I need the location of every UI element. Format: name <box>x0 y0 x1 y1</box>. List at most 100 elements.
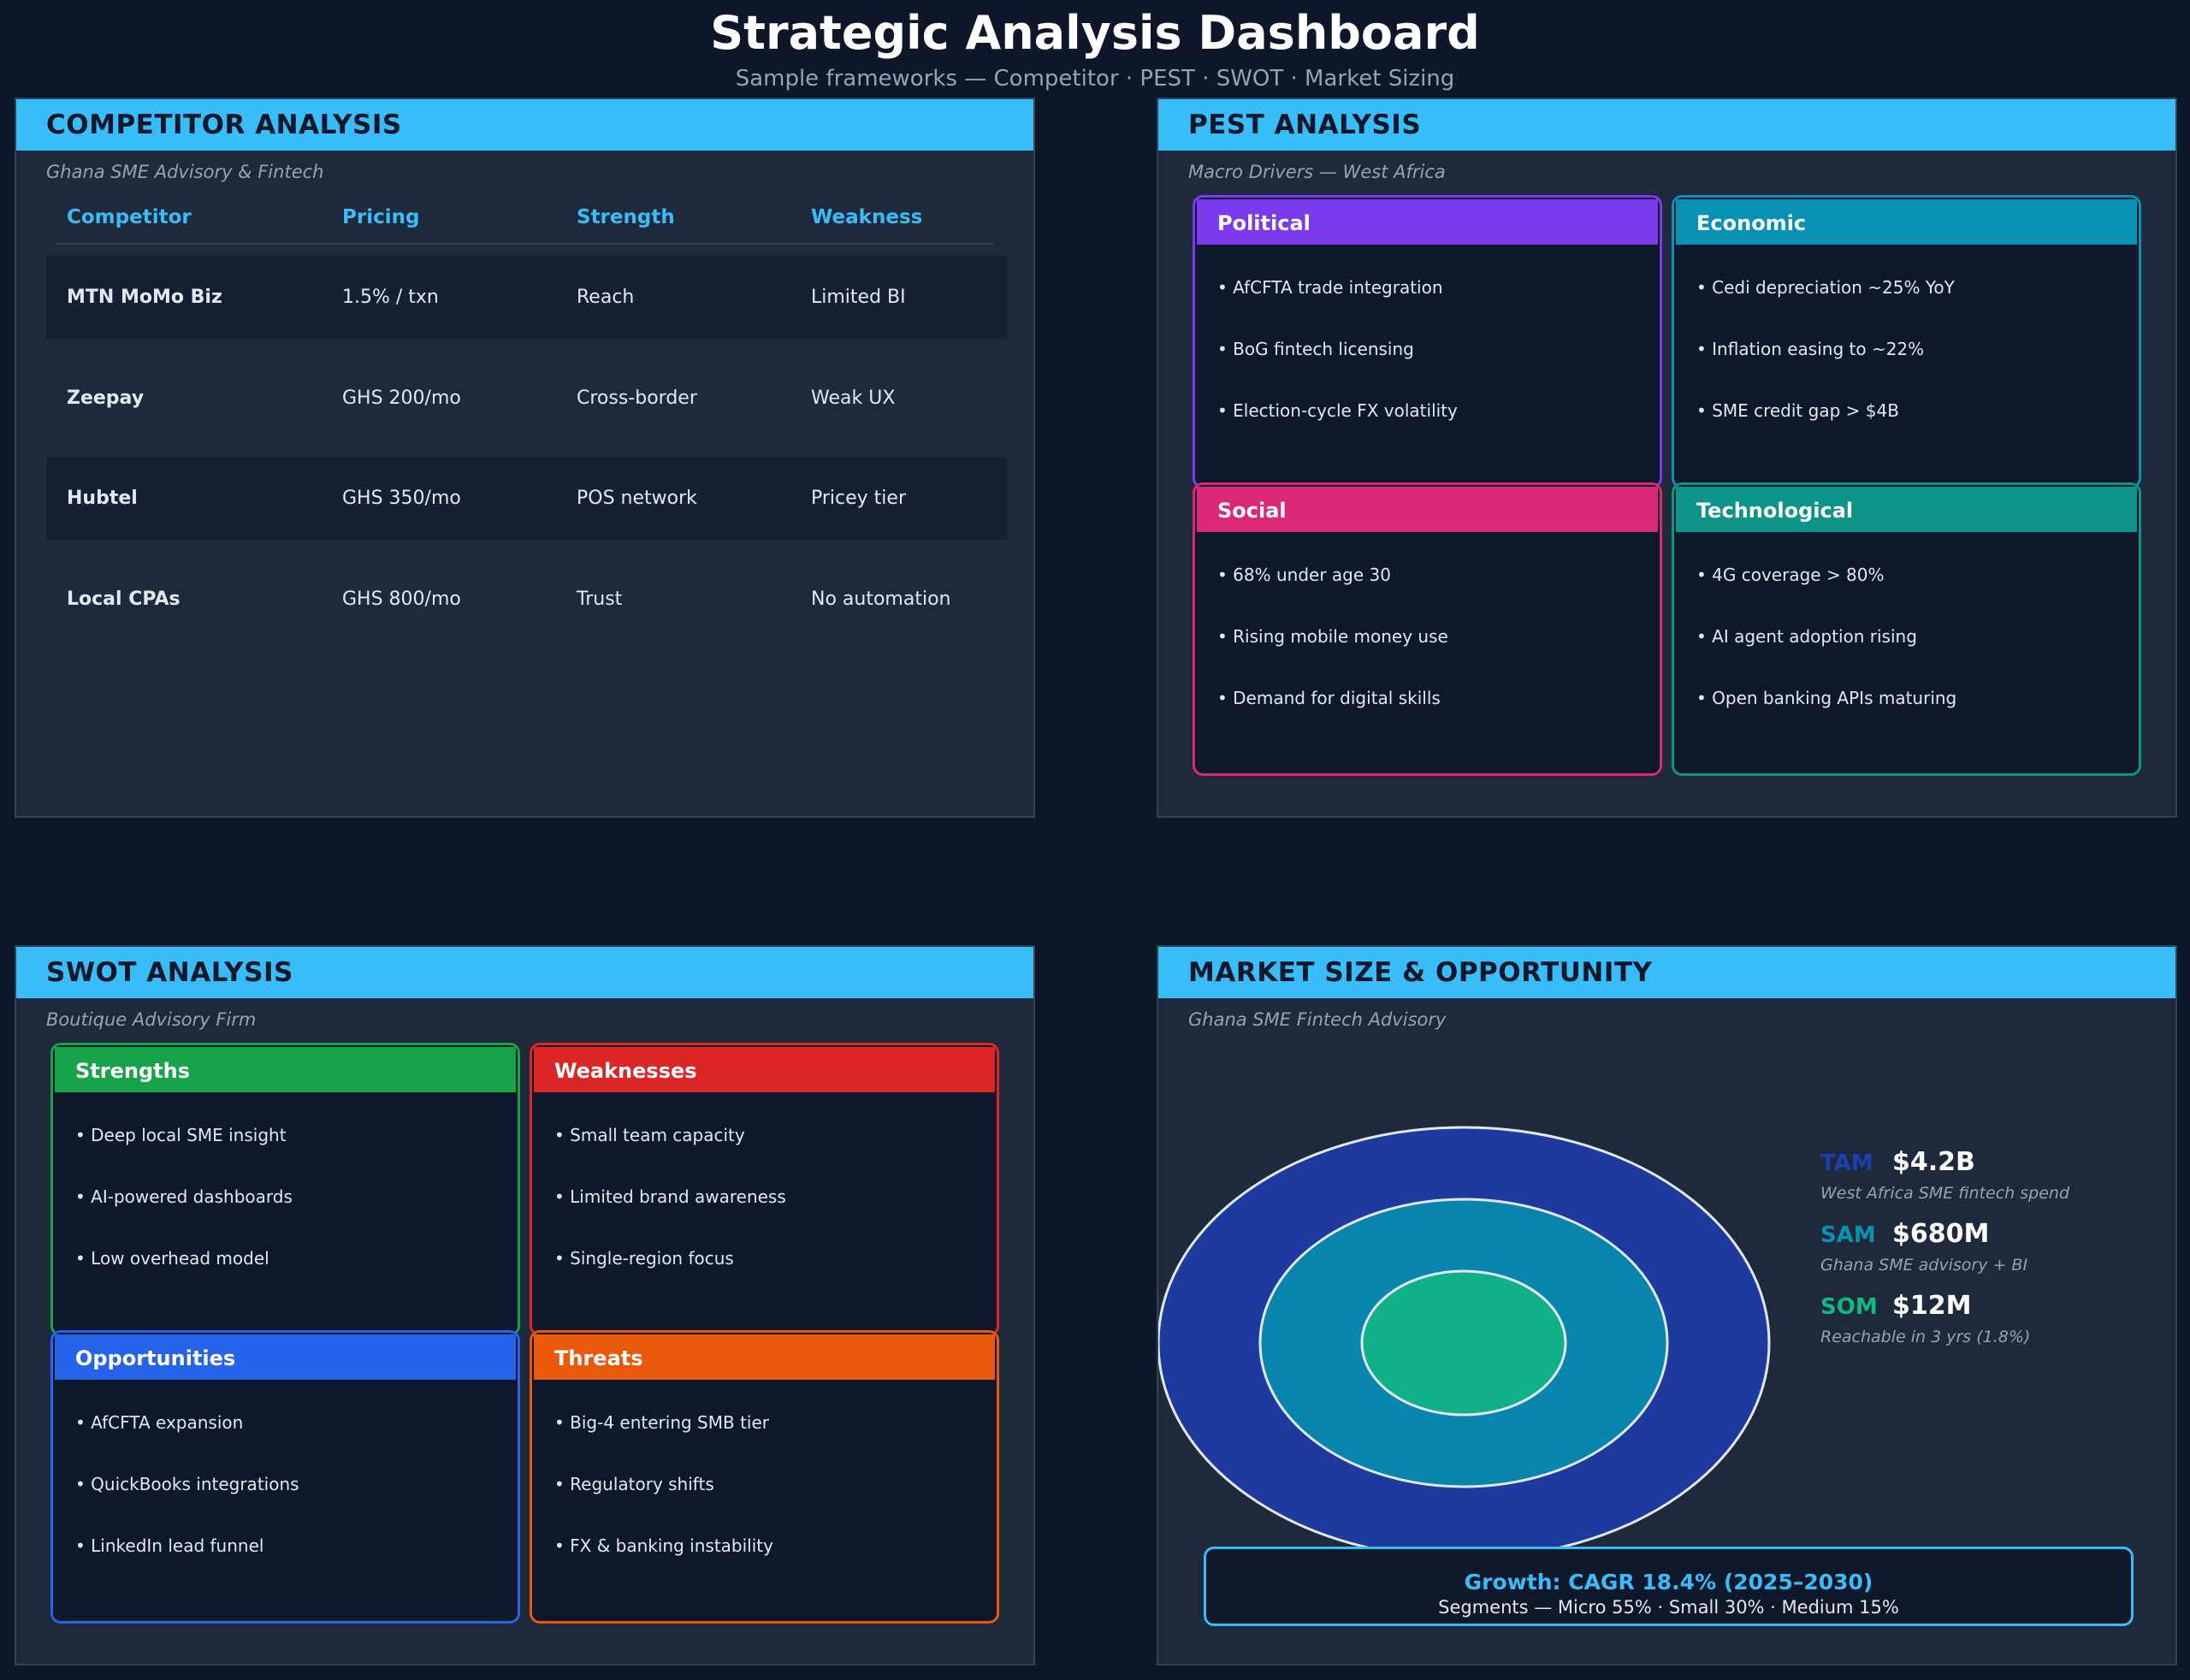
threats-list: • Big-4 entering SMB tier • Regulatory s… <box>554 1410 773 1594</box>
political-header-bar: Political <box>1197 199 1658 245</box>
table-row: MTN MoMo Biz 1.5% / txn Reach Limited BI <box>46 257 1007 339</box>
cell-weakness: Weak UX <box>811 387 896 409</box>
technological-list: • 4G coverage > 80% • AI agent adoption … <box>1696 562 1956 747</box>
weaknesses-header-bar: Weaknesses <box>534 1047 995 1092</box>
strengths-title: Strengths <box>75 1059 190 1083</box>
cell-strength: Reach <box>577 287 635 308</box>
table-row: Local CPAs GHS 800/mo Trust No automatio… <box>46 559 1007 641</box>
tam-legend: TAM $4.2B West Africa SME fintech spend <box>1820 1147 2069 1203</box>
cell-strength: Cross-border <box>577 387 697 409</box>
competitor-title: COMPETITOR ANALYSIS <box>46 109 402 140</box>
list-item: • BoG fintech licensing <box>1217 339 1414 359</box>
sam-description: Ghana SME advisory + BI <box>1820 1256 2028 1275</box>
som-label: SOM <box>1820 1294 1878 1320</box>
technological-title: Technological <box>1696 499 1854 523</box>
market-header-bar: MARKET SIZE & OPPORTUNITY <box>1158 947 2175 998</box>
market-subtitle: Ghana SME Fintech Advisory <box>1188 1009 1447 1030</box>
list-item: • Rising mobile money use <box>1217 626 1448 647</box>
list-item: • 4G coverage > 80% <box>1696 565 1885 585</box>
political-title: Political <box>1217 211 1311 235</box>
list-item: • Limited brand awareness <box>554 1186 786 1207</box>
list-item: • Single-region focus <box>554 1248 734 1269</box>
cell-pricing: 1.5% / txn <box>342 287 439 308</box>
cell-strength: Trust <box>577 589 623 610</box>
economic-list: • Cedi depreciation ~25% YoY • Inflation… <box>1696 275 1955 459</box>
cell-competitor: Hubtel <box>67 488 138 509</box>
cell-weakness: No automation <box>811 589 951 610</box>
table-row: Hubtel GHS 350/mo POS network Pricey tie… <box>46 458 1007 540</box>
weaknesses-title: Weaknesses <box>554 1059 697 1083</box>
tam-description: West Africa SME fintech spend <box>1820 1184 2070 1203</box>
list-item: • AfCFTA trade integration <box>1217 277 1443 298</box>
list-item: • Small team capacity <box>554 1125 745 1145</box>
strengths-header-bar: Strengths <box>55 1047 516 1092</box>
swot-subtitle: Boutique Advisory Firm <box>46 1009 257 1030</box>
swot-strengths-box: Strengths • Deep local SME insight • AI-… <box>50 1043 520 1336</box>
swot-opportunities-box: Opportunities • AfCFTA expansion • Quick… <box>50 1330 520 1624</box>
swot-weaknesses-box: Weaknesses • Small team capacity • Limit… <box>530 1043 999 1336</box>
opportunities-list: • AfCFTA expansion • QuickBooks integrat… <box>75 1410 299 1594</box>
opportunities-header-bar: Opportunities <box>55 1334 516 1380</box>
social-title: Social <box>1217 499 1287 523</box>
cell-competitor: Zeepay <box>67 387 145 409</box>
list-item: • Election-cycle FX volatility <box>1217 400 1458 421</box>
swot-title: SWOT ANALYSIS <box>46 957 293 988</box>
strengths-list: • Deep local SME insight • AI-powered da… <box>75 1122 293 1307</box>
pest-economic-box: Economic • Cedi depreciation ~25% YoY • … <box>1672 195 2141 488</box>
list-item: • Regulatory shifts <box>554 1474 714 1494</box>
list-item: • Cedi depreciation ~25% YoY <box>1696 277 1955 298</box>
social-header-bar: Social <box>1197 487 1658 532</box>
list-item: • AI-powered dashboards <box>75 1186 293 1207</box>
table-divider <box>56 243 993 245</box>
pest-title: PEST ANALYSIS <box>1188 109 1422 140</box>
cell-pricing: GHS 200/mo <box>342 387 461 409</box>
column-header-competitor: Competitor <box>67 206 192 228</box>
growth-title: Growth: CAGR 18.4% (2025–2030) <box>1464 1570 1873 1594</box>
economic-title: Economic <box>1696 211 1807 235</box>
list-item: • 68% under age 30 <box>1217 565 1391 585</box>
pest-subtitle: Macro Drivers — West Africa <box>1188 162 1446 182</box>
pest-political-box: Political • AfCFTA trade integration • B… <box>1193 195 1662 488</box>
pest-technological-box: Technological • 4G coverage > 80% • AI a… <box>1672 482 2141 776</box>
cell-pricing: GHS 350/mo <box>342 488 461 509</box>
sam-value: $680M <box>1892 1219 1990 1249</box>
market-title: MARKET SIZE & OPPORTUNITY <box>1188 957 1653 988</box>
cell-competitor: MTN MoMo Biz <box>67 287 222 308</box>
tam-label: TAM <box>1820 1151 1873 1176</box>
swot-threats-box: Threats • Big-4 entering SMB tier • Regu… <box>530 1330 999 1624</box>
som-legend: SOM $12M Reachable in 3 yrs (1.8%) <box>1820 1291 2030 1346</box>
som-description: Reachable in 3 yrs (1.8%) <box>1820 1328 2031 1346</box>
list-item: • SME credit gap > $4B <box>1696 400 1899 421</box>
opportunities-title: Opportunities <box>75 1346 236 1370</box>
pest-header-bar: PEST ANALYSIS <box>1158 99 2175 151</box>
list-item: • AI agent adoption rising <box>1696 626 1917 647</box>
cell-strength: POS network <box>577 488 697 509</box>
cell-weakness: Limited BI <box>811 287 906 308</box>
threats-header-bar: Threats <box>534 1334 995 1380</box>
som-value: $12M <box>1892 1291 1972 1321</box>
swot-header-bar: SWOT ANALYSIS <box>16 947 1033 998</box>
column-header-strength: Strength <box>577 206 675 228</box>
swot-panel: SWOT ANALYSIS Boutique Advisory Firm Str… <box>15 945 1035 1665</box>
list-item: • Deep local SME insight <box>75 1125 287 1145</box>
economic-header-bar: Economic <box>1676 199 2137 245</box>
cell-weakness: Pricey tier <box>811 488 906 509</box>
pest-panel: PEST ANALYSIS Macro Drivers — West Afric… <box>1157 98 2177 818</box>
market-panel: MARKET SIZE & OPPORTUNITY Ghana SME Fint… <box>1157 945 2177 1665</box>
page-title: Strategic Analysis Dashboard <box>710 6 1480 60</box>
growth-callout: Growth: CAGR 18.4% (2025–2030) Segments … <box>1204 1547 2134 1626</box>
cell-competitor: Local CPAs <box>67 589 181 610</box>
list-item: • Demand for digital skills <box>1217 688 1441 708</box>
pest-social-box: Social • 68% under age 30 • Rising mobil… <box>1193 482 1662 776</box>
list-item: • QuickBooks integrations <box>75 1474 299 1494</box>
column-header-pricing: Pricing <box>342 206 420 228</box>
column-header-weakness: Weakness <box>811 206 923 228</box>
som-ellipse <box>1360 1269 1567 1417</box>
social-list: • 68% under age 30 • Rising mobile money… <box>1217 562 1448 747</box>
technological-header-bar: Technological <box>1676 487 2137 532</box>
sam-label: SAM <box>1820 1222 1876 1248</box>
competitor-table-header: Competitor Pricing Strength Weakness <box>16 200 1033 234</box>
competitor-header-bar: COMPETITOR ANALYSIS <box>16 99 1033 151</box>
list-item: • Low overhead model <box>75 1248 269 1269</box>
market-circles-diagram <box>1158 1126 1771 1560</box>
